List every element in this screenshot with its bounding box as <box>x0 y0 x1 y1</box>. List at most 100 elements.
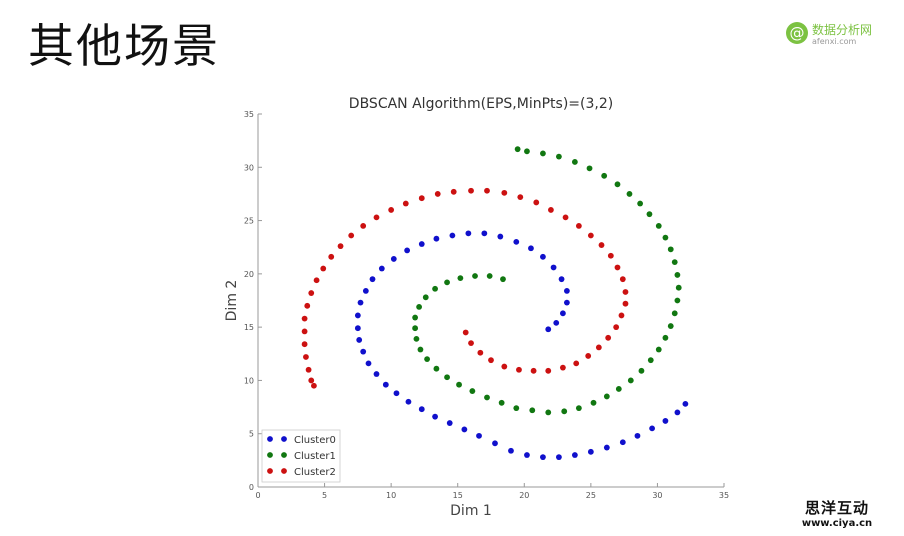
data-point-cluster2 <box>559 364 566 371</box>
data-point-cluster2 <box>622 300 629 307</box>
data-point-cluster1 <box>433 365 440 372</box>
data-point-cluster1 <box>486 273 493 279</box>
data-point-cluster2 <box>305 366 312 373</box>
data-point-cluster0 <box>524 452 530 458</box>
data-point-cluster1 <box>626 191 633 197</box>
data-point-cluster0 <box>634 432 641 439</box>
data-point-cluster0 <box>476 432 482 439</box>
data-point-cluster0 <box>373 371 380 377</box>
data-point-cluster2 <box>598 242 605 248</box>
data-point-cluster0 <box>465 230 472 237</box>
data-point-cluster1 <box>638 367 645 374</box>
data-point-cluster0 <box>563 299 570 306</box>
data-point-cluster0 <box>357 299 364 306</box>
data-point-cluster2 <box>501 363 508 370</box>
data-point-cluster0 <box>360 348 367 355</box>
data-point-cluster2 <box>468 340 474 347</box>
data-point-cluster1 <box>671 310 678 317</box>
data-point-cluster1 <box>627 377 634 384</box>
data-point-cluster1 <box>545 409 552 416</box>
data-point-cluster2 <box>348 232 355 239</box>
x-tick-label: 10 <box>386 491 396 500</box>
logo-url: afenxi.com <box>812 37 857 46</box>
data-point-cluster2 <box>548 207 554 213</box>
data-point-cluster2 <box>573 360 580 367</box>
data-point-cluster1 <box>432 285 438 292</box>
data-point-cluster0 <box>354 312 361 319</box>
legend-marker <box>267 452 273 458</box>
data-point-cluster0 <box>433 235 440 242</box>
y-tick-label: 20 <box>244 270 254 279</box>
site-logo: @ 数据分析网 afenxi.com <box>786 20 896 50</box>
x-tick-label: 35 <box>719 491 729 500</box>
data-point-cluster2 <box>373 214 380 221</box>
data-point-cluster2 <box>301 341 308 348</box>
data-point-cluster1 <box>575 405 582 412</box>
data-point-cluster0 <box>508 447 514 454</box>
data-point-cluster0 <box>497 233 504 240</box>
data-point-cluster0 <box>405 398 412 405</box>
data-point-cluster2 <box>337 243 344 250</box>
data-point-cluster1 <box>456 381 462 388</box>
data-point-cluster2 <box>308 377 315 384</box>
data-point-cluster1 <box>590 399 597 406</box>
y-tick-label: 10 <box>244 376 254 385</box>
data-point-cluster0 <box>556 454 562 461</box>
data-point-cluster0 <box>378 265 385 272</box>
data-point-cluster0 <box>559 310 566 317</box>
data-point-cluster2 <box>301 315 308 322</box>
data-point-cluster1 <box>484 394 490 401</box>
data-point-cluster1 <box>457 275 464 282</box>
data-point-cluster1 <box>412 314 419 321</box>
y-tick-label: 5 <box>249 430 254 439</box>
data-point-cluster0 <box>682 400 689 407</box>
data-point-cluster2 <box>308 290 315 296</box>
x-tick-label: 5 <box>322 491 327 500</box>
chart-points <box>301 146 689 461</box>
data-point-cluster1 <box>498 399 505 406</box>
watermark-name: 思洋互动 <box>804 499 869 517</box>
legend-label: Cluster2 <box>294 467 336 478</box>
at-icon: @ <box>786 22 808 44</box>
legend-marker <box>281 436 287 442</box>
data-point-cluster0 <box>449 232 456 239</box>
data-point-cluster0 <box>571 452 578 458</box>
data-point-cluster2 <box>303 354 309 360</box>
y-tick-label: 15 <box>244 323 254 332</box>
data-point-cluster2 <box>575 223 582 229</box>
y-tick-label: 35 <box>244 110 254 119</box>
data-point-cluster1 <box>444 279 450 286</box>
logo-name: 数据分析网 <box>812 23 873 37</box>
data-point-cluster1 <box>667 323 674 329</box>
data-point-cluster1 <box>614 181 621 188</box>
data-point-cluster0 <box>587 448 594 455</box>
data-point-cluster0 <box>540 253 546 260</box>
data-point-cluster0 <box>540 454 546 461</box>
data-point-cluster0 <box>619 439 626 446</box>
legend-label: Cluster0 <box>294 435 336 446</box>
chart-title: DBSCAN Algorithm(EPS,MinPts)=(3,2) <box>349 96 613 112</box>
data-point-cluster1 <box>472 273 478 279</box>
data-point-cluster2 <box>530 367 537 374</box>
x-tick-label: 30 <box>652 491 662 500</box>
x-tick-label: 20 <box>519 491 529 500</box>
data-point-cluster2 <box>516 366 522 373</box>
data-point-cluster2 <box>613 324 620 331</box>
data-point-cluster0 <box>553 319 560 326</box>
data-point-cluster2 <box>477 349 484 356</box>
data-point-cluster1 <box>513 405 520 412</box>
data-point-cluster1 <box>647 357 654 364</box>
chart-axes <box>257 114 724 488</box>
data-point-cluster0 <box>390 256 397 262</box>
data-point-cluster0 <box>362 288 369 294</box>
data-point-cluster2 <box>468 187 474 194</box>
data-point-cluster0 <box>481 230 488 237</box>
data-point-cluster2 <box>418 195 425 202</box>
data-point-cluster2 <box>587 232 594 239</box>
data-point-cluster0 <box>649 425 656 432</box>
data-point-cluster1 <box>524 148 530 155</box>
data-point-cluster0 <box>563 288 570 294</box>
data-point-cluster2 <box>501 189 508 196</box>
data-point-cluster1 <box>646 211 653 218</box>
